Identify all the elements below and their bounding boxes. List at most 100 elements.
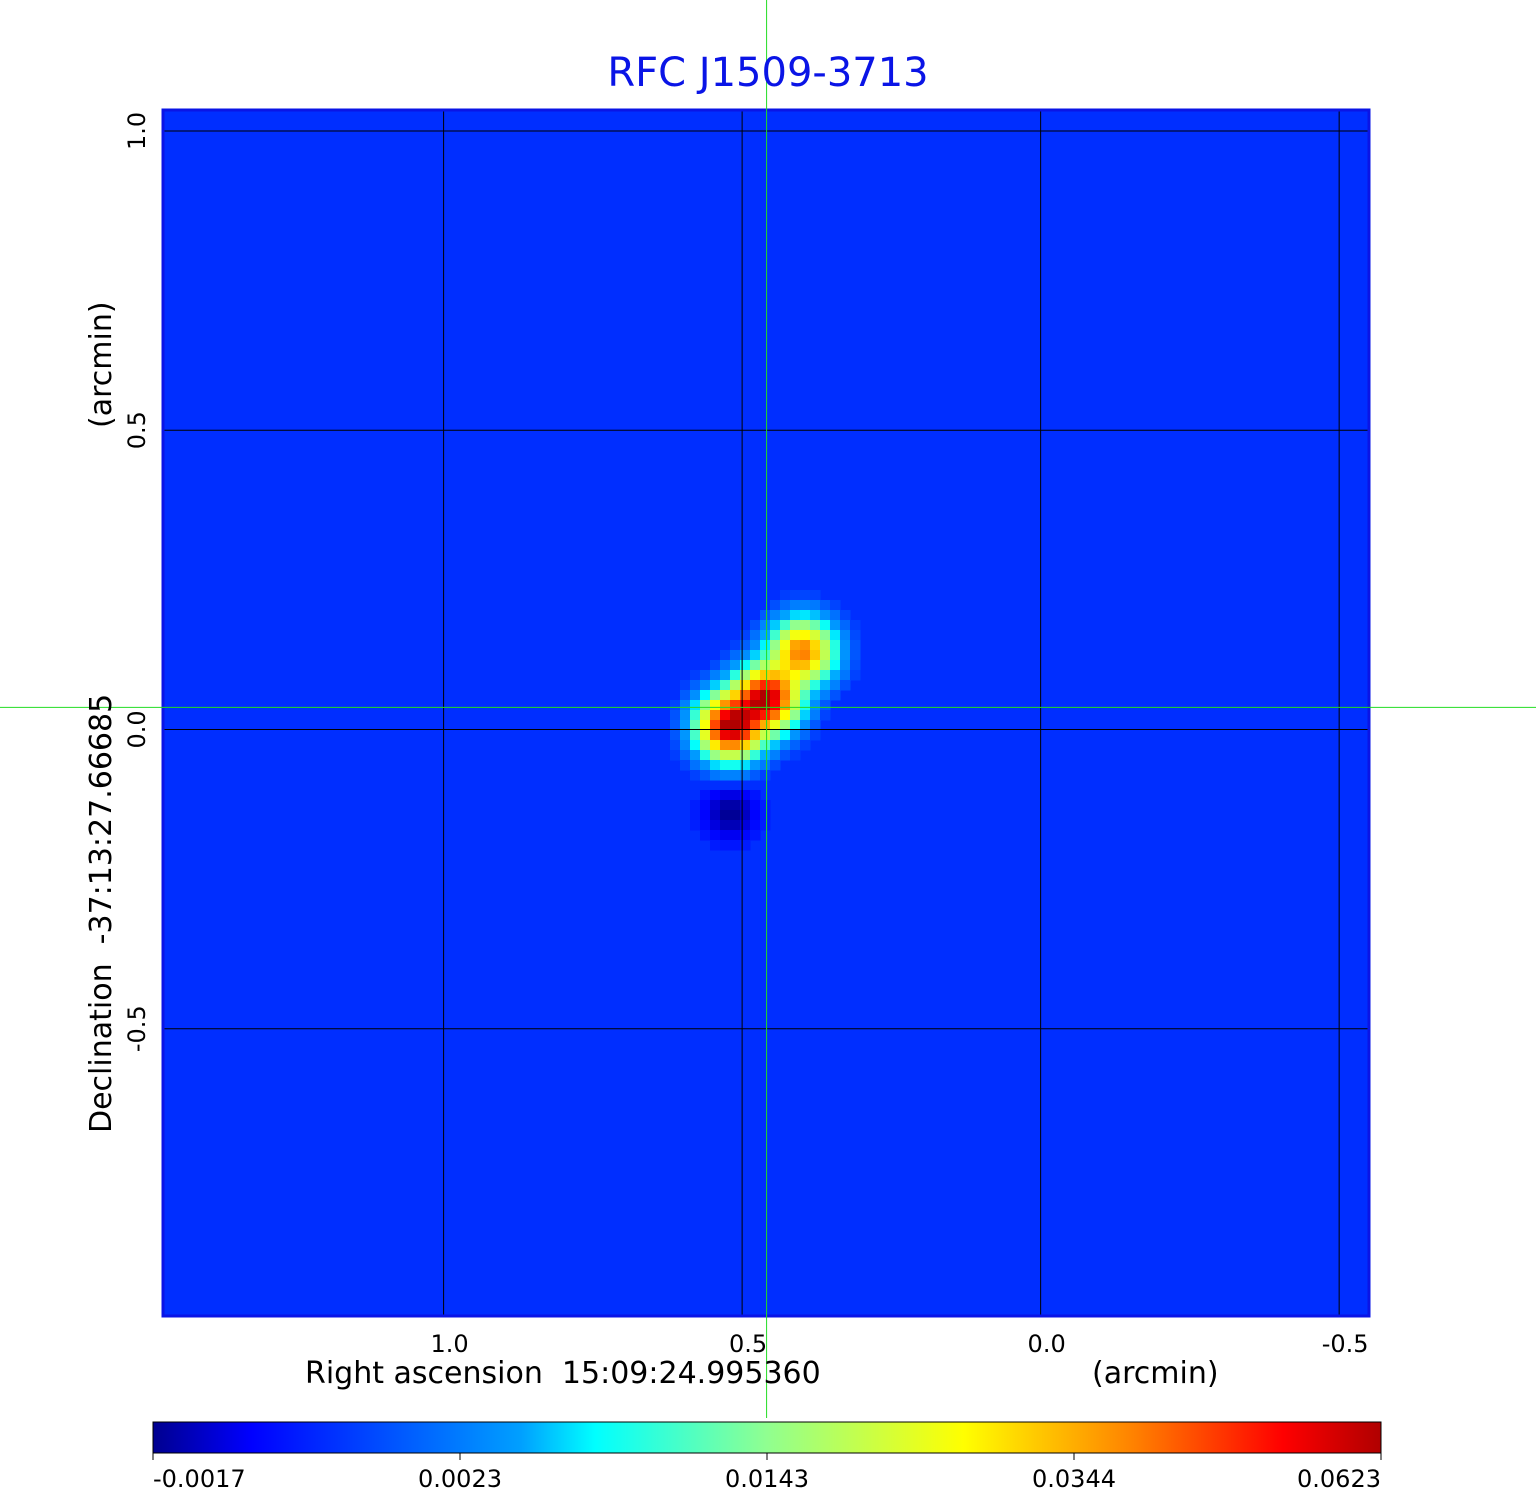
heatmap-cell bbox=[750, 770, 761, 781]
heatmap-cell bbox=[830, 630, 841, 641]
heatmap-cell bbox=[770, 640, 781, 651]
heatmap-cell bbox=[730, 680, 741, 691]
heatmap-cell bbox=[710, 760, 721, 771]
heatmap-cell bbox=[710, 740, 721, 751]
heatmap-cell bbox=[710, 790, 721, 801]
heatmap-cell bbox=[740, 650, 751, 661]
heatmap-cell bbox=[760, 720, 771, 731]
heatmap-cell bbox=[710, 690, 721, 701]
heatmap-cell bbox=[710, 830, 721, 841]
heatmap-cell bbox=[720, 670, 731, 681]
heatmap-cell bbox=[790, 620, 801, 631]
heatmap-cell bbox=[830, 600, 841, 611]
heatmap-cell bbox=[710, 660, 721, 671]
heatmap-cell bbox=[810, 660, 821, 671]
heatmap-cell bbox=[750, 680, 761, 691]
heatmap-cell bbox=[750, 660, 761, 671]
heatmap-cell bbox=[820, 670, 831, 681]
heatmap-cell bbox=[730, 640, 741, 651]
heatmap-cell bbox=[690, 690, 701, 701]
heatmap-cell bbox=[730, 840, 741, 851]
heatmap-cell bbox=[750, 820, 761, 831]
heatmap-cell bbox=[740, 720, 751, 731]
heatmap-cell bbox=[760, 680, 771, 691]
heatmap-cell bbox=[770, 630, 781, 641]
heatmap-cell bbox=[850, 660, 861, 671]
heatmap-cell bbox=[730, 650, 741, 661]
heatmap-cell bbox=[790, 690, 801, 701]
heatmap-cell bbox=[760, 660, 771, 671]
heatmap-cell bbox=[740, 700, 751, 711]
heatmap-cell bbox=[720, 760, 731, 771]
heatmap-cell bbox=[820, 620, 831, 631]
heatmap-cell bbox=[670, 730, 681, 741]
heatmap-cell bbox=[790, 730, 801, 741]
heatmap-cell bbox=[750, 650, 761, 661]
heatmap-image bbox=[163, 110, 1369, 1316]
heatmap-cell bbox=[730, 670, 741, 681]
heatmap-cell bbox=[740, 810, 751, 821]
heatmap-cell bbox=[750, 760, 761, 771]
heatmap-cell bbox=[720, 740, 731, 751]
heatmap-cell bbox=[850, 650, 861, 661]
heatmap-cell bbox=[760, 620, 771, 631]
heatmap-cell bbox=[780, 660, 791, 671]
heatmap-cell bbox=[820, 710, 831, 721]
heatmap-cell bbox=[750, 800, 761, 811]
heatmap-cell bbox=[790, 710, 801, 721]
heatmap-cell bbox=[690, 820, 701, 831]
heatmap-cell bbox=[680, 750, 691, 761]
colorbar-tick-label: 0.0344 bbox=[1032, 1465, 1116, 1493]
y-tick-label: -0.5 bbox=[123, 1005, 151, 1052]
heatmap-cell bbox=[840, 620, 851, 631]
heatmap-cell bbox=[720, 750, 731, 761]
heatmap-cell bbox=[750, 640, 761, 651]
heatmap-cell bbox=[800, 620, 811, 631]
heatmap-cell bbox=[760, 630, 771, 641]
heatmap-cell bbox=[700, 800, 711, 811]
heatmap-cell bbox=[750, 710, 761, 721]
colorbar-tick-label: 0.0623 bbox=[1297, 1465, 1381, 1493]
heatmap-cell bbox=[850, 640, 861, 651]
heatmap-cell bbox=[760, 730, 771, 741]
x-tick-label: 1.0 bbox=[431, 1330, 469, 1358]
heatmap-cell bbox=[750, 700, 761, 711]
heatmap-cell bbox=[730, 660, 741, 671]
heatmap-cell bbox=[710, 770, 721, 781]
heatmap-cell bbox=[810, 730, 821, 741]
colorbar-ticks: -0.0017 0.0023 0.0143 0.0344 0.0623 bbox=[152, 1453, 1382, 1493]
heatmap-cell bbox=[690, 750, 701, 761]
heatmap-cell bbox=[820, 650, 831, 661]
heatmap-cell bbox=[710, 710, 721, 721]
heatmap-cell bbox=[770, 610, 781, 621]
grid-lines: 1.0 0.5 0.0 -0.5 1.0 0.5 0.0 -0.5 bbox=[123, 110, 1369, 1358]
heatmap-cell bbox=[690, 740, 701, 751]
heatmap-cell bbox=[850, 670, 861, 681]
heatmap-cell bbox=[790, 680, 801, 691]
heatmap-cell bbox=[700, 700, 711, 711]
heatmap-cell bbox=[680, 710, 691, 721]
heatmap-cell bbox=[680, 690, 691, 701]
heatmap-cell bbox=[780, 720, 791, 731]
heatmap-cell bbox=[740, 760, 751, 771]
heatmap-cell bbox=[750, 740, 761, 751]
heatmap-cell bbox=[760, 610, 771, 621]
crosshair bbox=[0, 0, 1536, 1418]
heatmap-cell bbox=[780, 690, 791, 701]
heatmap-cell bbox=[730, 740, 741, 751]
heatmap-cell bbox=[740, 740, 751, 751]
heatmap-cell bbox=[790, 600, 801, 611]
heatmap-cell bbox=[840, 670, 851, 681]
heatmap-cell bbox=[800, 740, 811, 751]
colorbar-tick-label: -0.0017 bbox=[153, 1465, 246, 1493]
heatmap-cell bbox=[730, 820, 741, 831]
y-tick-label: 0.0 bbox=[123, 710, 151, 748]
heatmap-cell bbox=[760, 760, 771, 771]
heatmap-cell bbox=[700, 790, 711, 801]
heatmap-cell bbox=[820, 660, 831, 671]
heatmap-cell bbox=[730, 710, 741, 721]
heatmap-cell bbox=[730, 830, 741, 841]
heatmap-cell bbox=[740, 820, 751, 831]
heatmap-cell bbox=[820, 640, 831, 651]
